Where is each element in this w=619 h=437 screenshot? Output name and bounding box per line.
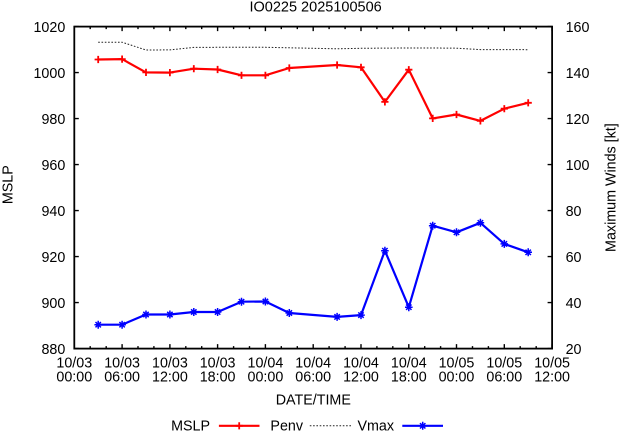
svg-text:06:00: 06:00 [295, 370, 331, 386]
svg-text:120: 120 [566, 112, 590, 128]
svg-text:06:00: 06:00 [104, 370, 140, 386]
svg-text:18:00: 18:00 [391, 370, 427, 386]
svg-text:18:00: 18:00 [200, 370, 236, 386]
svg-text:80: 80 [566, 204, 582, 220]
svg-text:00:00: 00:00 [439, 370, 475, 386]
svg-text:980: 980 [41, 112, 65, 128]
svg-text:DATE/TIME: DATE/TIME [276, 392, 351, 408]
svg-text:Maximum Winds [kt]: Maximum Winds [kt] [604, 123, 619, 252]
svg-text:00:00: 00:00 [248, 370, 284, 386]
svg-text:160: 160 [566, 20, 590, 36]
svg-text:960: 960 [41, 158, 65, 174]
svg-text:60: 60 [566, 250, 582, 266]
svg-text:40: 40 [566, 296, 582, 312]
svg-text:12:00: 12:00 [343, 370, 379, 386]
svg-text:12:00: 12:00 [152, 370, 188, 386]
svg-text:140: 140 [566, 66, 590, 82]
svg-text:MSLP: MSLP [171, 419, 210, 432]
svg-text:Penv: Penv [270, 419, 303, 432]
svg-text:IO0225 2025100506: IO0225 2025100506 [249, 0, 381, 15]
svg-text:06:00: 06:00 [486, 370, 522, 386]
svg-text:00:00: 00:00 [56, 370, 92, 386]
svg-text:12:00: 12:00 [534, 370, 570, 386]
svg-text:MSLP: MSLP [1, 165, 17, 204]
svg-text:1020: 1020 [33, 20, 65, 36]
svg-text:920: 920 [41, 250, 65, 266]
svg-text:940: 940 [41, 204, 65, 220]
svg-text:900: 900 [41, 296, 65, 312]
svg-text:Vmax: Vmax [357, 419, 394, 432]
svg-text:1000: 1000 [33, 66, 65, 82]
svg-text:100: 100 [566, 158, 590, 174]
